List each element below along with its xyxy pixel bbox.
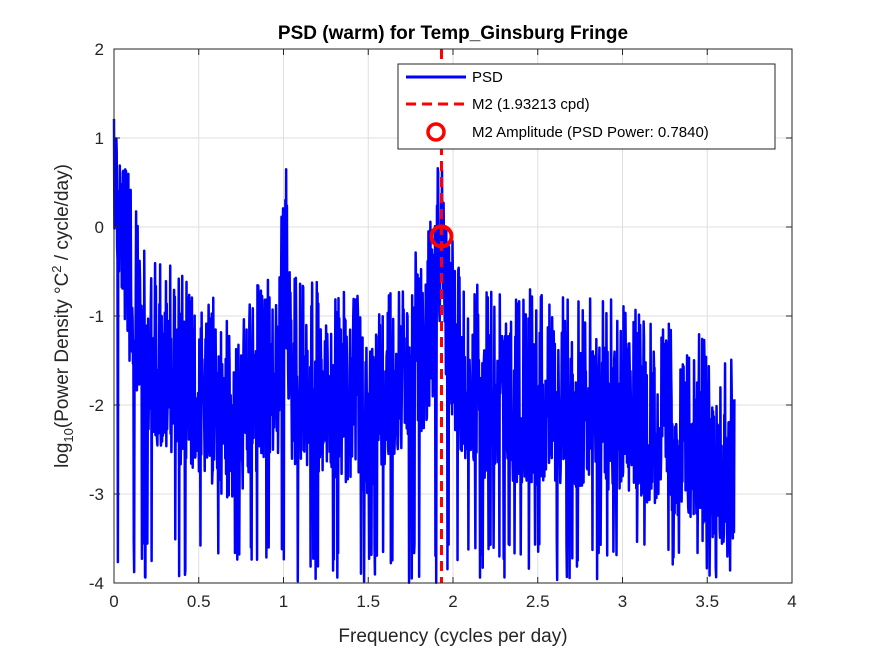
y-axis-label-sup: 2 <box>49 265 64 272</box>
x-tick-labels: 0 0.5 1 1.5 2 2.5 3 3.5 4 <box>109 592 796 611</box>
x-tick-label: 0 <box>109 592 118 611</box>
y-axis-label-sub: 10 <box>61 428 76 442</box>
m2-amplitude-marker <box>429 224 454 249</box>
legend-m2-amplitude-label: M2 Amplitude (PSD Power: 0.7840) <box>472 124 709 141</box>
chart-title: PSD (warm) for Temp_Ginsburg Fringe <box>278 23 628 44</box>
x-tick-label: 0.5 <box>187 592 211 611</box>
x-tick-label: 1.5 <box>356 592 380 611</box>
psd-series <box>112 118 736 585</box>
y-axis-label-suffix: / cycle/day) <box>52 164 73 265</box>
y-tick-label: -3 <box>89 485 104 504</box>
x-tick-label: 3 <box>618 592 627 611</box>
x-tick-label: 4 <box>787 592 796 611</box>
y-tick-label: -1 <box>89 307 104 326</box>
y-tick-label: 1 <box>95 129 104 148</box>
legend-m2-label: M2 (1.93213 cpd) <box>472 96 590 113</box>
y-tick-label: 2 <box>95 40 104 59</box>
y-tick-label: -4 <box>89 574 104 593</box>
x-tick-label: 2 <box>448 592 457 611</box>
x-axis-label: Frequency (cycles per day) <box>338 626 567 647</box>
y-axis-label: log10(Power Density °C2 / cycle/day) <box>49 164 76 468</box>
legend-m2-amplitude-marker <box>426 122 446 142</box>
y-axis-label-middle: (Power Density °C <box>52 273 73 428</box>
y-tick-label: 0 <box>95 218 104 237</box>
y-tick-labels: -4 -3 -2 -1 0 1 2 <box>89 40 104 593</box>
ticks <box>113 48 793 584</box>
legend-psd-label: PSD <box>472 69 503 86</box>
x-tick-label: 1 <box>279 592 288 611</box>
psd-line <box>112 118 736 585</box>
y-axis-label-prefix: log <box>52 443 73 468</box>
y-tick-label: -2 <box>89 396 104 415</box>
x-tick-label: 3.5 <box>695 592 719 611</box>
legend: PSD M2 (1.93213 cpd) M2 Amplitude (PSD P… <box>397 63 776 150</box>
x-tick-label: 2.5 <box>526 592 550 611</box>
